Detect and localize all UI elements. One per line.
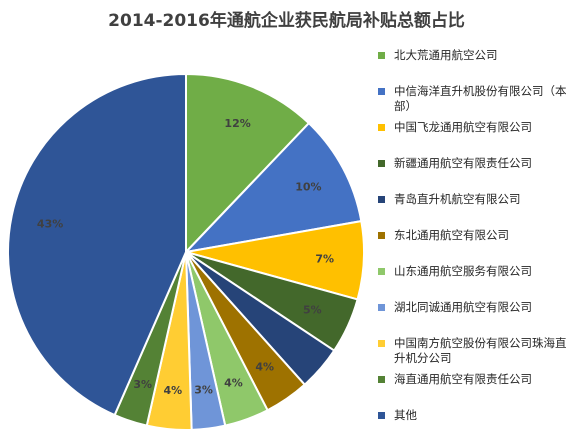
legend-swatch <box>378 412 385 419</box>
slice-data-label: 3% <box>194 384 213 397</box>
legend-label: 青岛直升机航空有限公司 <box>394 192 521 206</box>
legend-label: 中国飞龙通用航空有限公司 <box>394 120 532 134</box>
slice-data-label: 7% <box>315 253 334 266</box>
legend-label: 新疆通用航空有限责任公司 <box>394 156 532 170</box>
slice-data-label: 10% <box>295 180 321 193</box>
slice-data-label: 4% <box>163 384 182 397</box>
legend-label: 北大荒通用航空公司 <box>394 48 498 62</box>
legend-label: 山东通用航空服务有限公司 <box>394 264 532 278</box>
legend-swatch <box>378 304 385 311</box>
legend-label: 海直通用航空有限责任公司 <box>394 372 532 386</box>
legend-swatch <box>378 196 385 203</box>
legend-swatch <box>378 268 385 275</box>
pie-slice <box>183 121 363 254</box>
legend-swatch <box>378 232 385 239</box>
pie-slice <box>7 72 187 417</box>
legend-label: 中信海洋直升机股份有限公司（本部） <box>394 84 567 113</box>
legend-swatch <box>378 88 385 95</box>
slice-data-label: 12% <box>224 117 250 130</box>
legend-swatch <box>378 124 385 131</box>
legend-swatch <box>378 52 385 59</box>
slice-data-label: 4% <box>224 376 243 389</box>
pie-slice <box>185 72 311 255</box>
slice-data-label: 4% <box>255 360 274 373</box>
slice-data-label: 5% <box>303 304 322 317</box>
legend-label: 其他 <box>394 408 417 422</box>
slice-data-label: 3% <box>133 378 152 391</box>
legend-swatch <box>378 340 385 347</box>
legend-label: 湖北同诚通用航空有限公司 <box>394 300 532 314</box>
chart-title: 2014-2016年通航企业获民航局补贴总额占比 <box>108 11 465 31</box>
slice-data-label: 43% <box>37 218 63 231</box>
legend-label: 东北通用航空有限公司 <box>394 228 509 242</box>
legend-swatch <box>378 376 385 383</box>
legend-label: 中国南方航空股份有限公司珠海直升机分公司 <box>394 336 567 365</box>
legend-swatch <box>378 160 385 167</box>
